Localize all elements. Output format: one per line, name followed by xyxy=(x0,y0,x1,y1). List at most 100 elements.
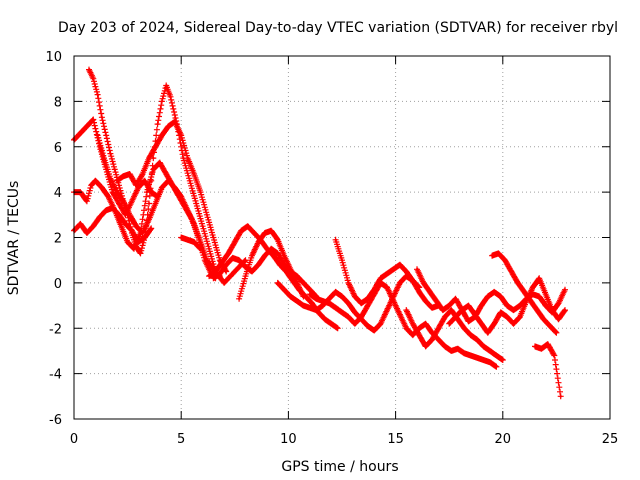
data-point xyxy=(207,274,211,278)
data-point xyxy=(295,299,299,303)
data-point xyxy=(385,286,389,289)
series-markers xyxy=(206,223,341,332)
data-point xyxy=(173,120,176,123)
data-point xyxy=(137,240,140,244)
data-point xyxy=(87,68,91,71)
data-point xyxy=(205,258,209,262)
data-point xyxy=(327,302,331,305)
data-point xyxy=(111,190,114,194)
data-point xyxy=(563,288,567,291)
data-point xyxy=(85,125,89,128)
data-point xyxy=(207,247,211,251)
data-point xyxy=(119,224,123,228)
data-point xyxy=(315,297,318,300)
data-point xyxy=(360,315,363,319)
y-tick-label: 0 xyxy=(54,277,62,292)
data-point xyxy=(289,270,292,273)
data-point xyxy=(263,231,267,235)
data-point xyxy=(475,356,479,359)
data-point xyxy=(147,202,151,205)
data-point xyxy=(385,272,389,275)
data-point xyxy=(495,354,498,357)
data-point xyxy=(353,295,357,298)
data-point xyxy=(79,222,82,226)
data-point xyxy=(529,299,532,303)
data-point xyxy=(310,302,314,305)
data-point xyxy=(276,238,279,241)
data-point xyxy=(257,240,260,244)
data-point xyxy=(85,200,89,203)
data-point xyxy=(340,311,344,314)
data-point xyxy=(272,254,275,257)
data-point xyxy=(430,338,434,341)
data-point xyxy=(113,168,116,171)
data-point xyxy=(156,122,159,126)
data-point xyxy=(548,324,552,328)
data-point xyxy=(424,322,427,325)
x-axis-label: GPS time / hours xyxy=(281,459,398,475)
data-point xyxy=(330,322,333,325)
data-point xyxy=(186,156,189,160)
data-point xyxy=(141,172,144,176)
data-point xyxy=(340,258,344,262)
data-point xyxy=(379,322,382,325)
series-arc16 xyxy=(446,275,568,336)
data-point xyxy=(141,231,144,235)
series-arc17 xyxy=(489,250,560,336)
data-point xyxy=(340,295,344,298)
data-point xyxy=(538,295,541,298)
data-point xyxy=(246,224,249,228)
data-point xyxy=(115,179,119,182)
data-point xyxy=(475,338,479,341)
data-point xyxy=(437,338,440,341)
data-point xyxy=(98,215,101,219)
data-point xyxy=(96,134,99,137)
data-point xyxy=(482,358,485,362)
data-point xyxy=(94,179,97,182)
data-point xyxy=(134,224,138,228)
data-point xyxy=(535,308,539,312)
series-arc7 xyxy=(178,234,204,252)
series-arc10 xyxy=(210,245,320,300)
data-point xyxy=(270,229,273,232)
data-point xyxy=(486,295,489,298)
data-point xyxy=(323,317,327,321)
data-point xyxy=(295,281,299,285)
data-point xyxy=(443,315,447,319)
data-point xyxy=(220,261,224,264)
data-point xyxy=(186,209,189,212)
data-point xyxy=(424,345,427,348)
data-point xyxy=(240,229,243,232)
data-point xyxy=(525,299,528,303)
data-point xyxy=(550,308,554,312)
data-point xyxy=(516,281,520,285)
data-point xyxy=(544,293,547,296)
data-point xyxy=(218,272,221,275)
y-tick-label: 2 xyxy=(54,232,62,247)
data-point xyxy=(503,258,507,262)
data-point xyxy=(107,195,110,198)
series-arc5 xyxy=(94,132,223,280)
data-point xyxy=(237,258,241,262)
data-point xyxy=(499,295,502,298)
data-point xyxy=(321,299,324,303)
data-point xyxy=(553,354,556,357)
data-point xyxy=(278,263,282,266)
data-point xyxy=(542,317,545,321)
data-point xyxy=(428,290,432,294)
data-point xyxy=(422,281,425,285)
data-point xyxy=(96,93,99,96)
data-point xyxy=(454,315,457,319)
data-point xyxy=(104,209,108,212)
data-point xyxy=(143,179,146,182)
data-point xyxy=(398,281,402,285)
data-point xyxy=(450,349,453,353)
data-point xyxy=(302,281,305,285)
data-point xyxy=(480,322,483,325)
data-point xyxy=(250,270,254,273)
x-tick-label: 5 xyxy=(177,432,185,447)
data-point xyxy=(109,152,112,155)
data-point xyxy=(454,297,457,300)
data-point xyxy=(563,308,567,312)
data-point xyxy=(180,134,183,137)
